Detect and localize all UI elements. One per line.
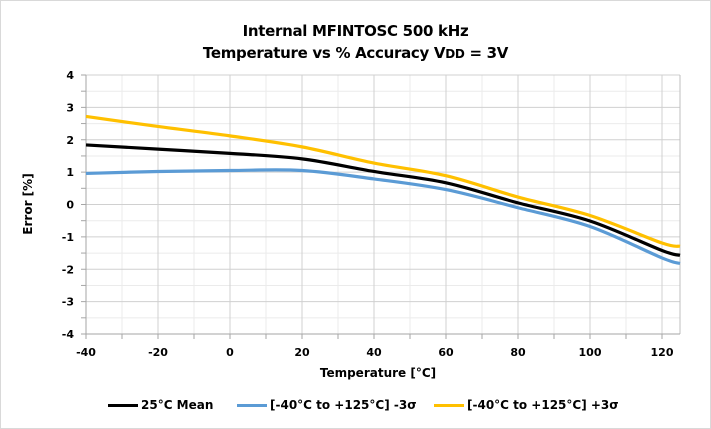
- x-tick-label: 120: [651, 346, 674, 359]
- series-lines: [85, 114, 681, 265]
- legend-swatch-plus3sigma: [434, 403, 464, 407]
- legend-swatch-mean: [108, 403, 138, 407]
- y-tick-label: 3: [66, 101, 74, 114]
- series-line-minus3sigma: [85, 168, 681, 265]
- legend-label-minus3sigma: [-40°C to +125°C] -3σ: [270, 398, 417, 412]
- chart-title-line2-prefix: Temperature vs % Accuracy V: [202, 44, 446, 62]
- legend: 25°C Mean [-40°C to +125°C] -3σ [-40°C t…: [0, 398, 711, 418]
- y-tick-label: 1: [66, 166, 74, 179]
- y-tick-label: -1: [62, 231, 74, 244]
- y-tick-label: -2: [62, 263, 74, 276]
- x-tick-label: 0: [226, 346, 234, 359]
- chart-title-vdd-subscript: DD: [445, 47, 465, 61]
- y-tick-label: 0: [66, 199, 74, 212]
- y-tick-labels: -4 -3 -2 -1 0 1 2 3 4: [62, 69, 75, 341]
- legend-item-plus3sigma: [-40°C to +125°C] +3σ: [434, 398, 619, 412]
- y-tick-label: -3: [62, 296, 74, 309]
- legend-swatch-minus3sigma: [237, 403, 267, 407]
- x-tick-label: -40: [76, 346, 96, 359]
- x-axis-title: Temperature [°C]: [320, 366, 436, 380]
- x-tick-labels: -40 -20 0 20 40 60 80 100 120: [76, 346, 674, 359]
- chart-title-line1: Internal MFINTOSC 500 kHz: [242, 22, 469, 40]
- axes: [81, 74, 681, 339]
- y-tick-label: 2: [66, 134, 74, 147]
- series-line-mean: [85, 143, 681, 257]
- y-tick-label: -4: [62, 328, 75, 341]
- chart-title-line2-suffix: = 3V: [464, 44, 509, 62]
- x-tick-label: 60: [438, 346, 454, 359]
- legend-item-minus3sigma: [-40°C to +125°C] -3σ: [237, 398, 417, 412]
- y-axis-title: Error [%]: [21, 173, 35, 234]
- legend-item-mean: 25°C Mean: [108, 398, 213, 412]
- x-tick-label: 40: [366, 346, 382, 359]
- series-line-plus3sigma: [85, 114, 681, 248]
- x-tick-label: 80: [510, 346, 526, 359]
- legend-label-mean: 25°C Mean: [141, 398, 214, 412]
- major-gridlines: [85, 74, 680, 335]
- x-tick-label: -20: [148, 346, 168, 359]
- legend-label-plus3sigma: [-40°C to +125°C] +3σ: [467, 398, 619, 412]
- x-tick-label: 100: [579, 346, 602, 359]
- x-tick-label: 20: [294, 346, 310, 359]
- y-tick-label: 4: [66, 69, 74, 82]
- chart-title-line2: Temperature vs % Accuracy VDD = 3V: [0, 44, 711, 62]
